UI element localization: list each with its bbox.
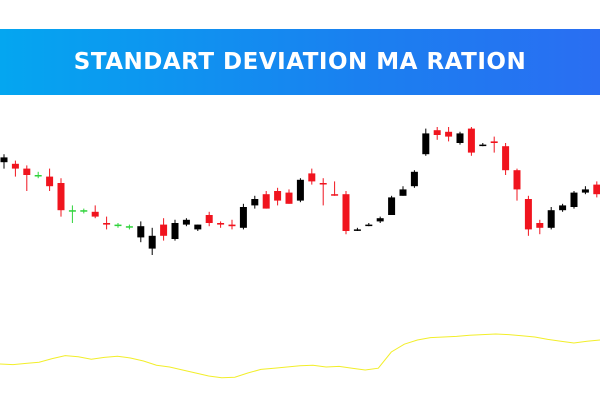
candle-body — [445, 131, 453, 137]
chart-plot-area — [0, 127, 600, 379]
candle-body — [513, 170, 521, 190]
candle-body — [125, 226, 133, 228]
candle-body — [274, 191, 282, 201]
candle-body — [479, 144, 487, 147]
candle-body — [399, 189, 407, 196]
candle-body — [524, 199, 532, 230]
candle-body — [34, 175, 42, 177]
candle-body — [171, 223, 179, 239]
candle-body — [365, 224, 373, 227]
candle-body — [570, 192, 578, 207]
candle-body — [23, 168, 31, 175]
candle-body — [536, 223, 544, 228]
candle-body — [433, 130, 441, 135]
candle-body — [11, 163, 19, 169]
candle-body — [467, 128, 475, 153]
candle-body — [319, 183, 327, 185]
candle-body — [228, 224, 236, 227]
indicator-line — [0, 333, 600, 379]
candle-body — [148, 235, 156, 249]
candle-body — [376, 218, 384, 222]
candle-body — [0, 157, 8, 163]
candle-body — [80, 210, 88, 212]
candle-body — [308, 173, 316, 182]
candle-body — [285, 192, 293, 204]
candle-body — [296, 179, 304, 201]
candle-body — [217, 223, 225, 225]
candlestick-series — [0, 127, 600, 255]
candle-body — [91, 211, 99, 217]
candle-body — [490, 141, 498, 143]
candle-body — [251, 199, 259, 206]
candle-body — [581, 189, 589, 193]
candle-body — [331, 194, 339, 196]
candle-body — [559, 205, 567, 211]
candle-body — [114, 224, 122, 227]
candle-body — [57, 183, 65, 211]
candle-body — [239, 207, 247, 228]
indicator-panel — [0, 333, 600, 379]
candle-body — [388, 197, 396, 215]
candle-body — [410, 171, 418, 187]
candle-body — [194, 224, 202, 230]
candle-body — [68, 210, 76, 212]
candle-body — [422, 133, 430, 155]
title-banner: STANDART DEVIATION MA RATION — [0, 29, 600, 95]
candle-body — [593, 184, 600, 195]
chart-title: STANDART DEVIATION MA RATION — [73, 49, 527, 75]
candle-body — [353, 229, 361, 231]
candle-body — [547, 210, 555, 228]
candle-body — [182, 219, 190, 225]
candle-body — [160, 224, 168, 236]
candle-body — [103, 223, 111, 225]
candle-body — [502, 146, 510, 171]
candle-body — [456, 133, 464, 143]
candle-body — [342, 194, 350, 231]
candle-body — [46, 176, 54, 187]
candle-body — [205, 215, 213, 223]
candle-body — [262, 194, 270, 209]
candle-body — [137, 226, 145, 238]
